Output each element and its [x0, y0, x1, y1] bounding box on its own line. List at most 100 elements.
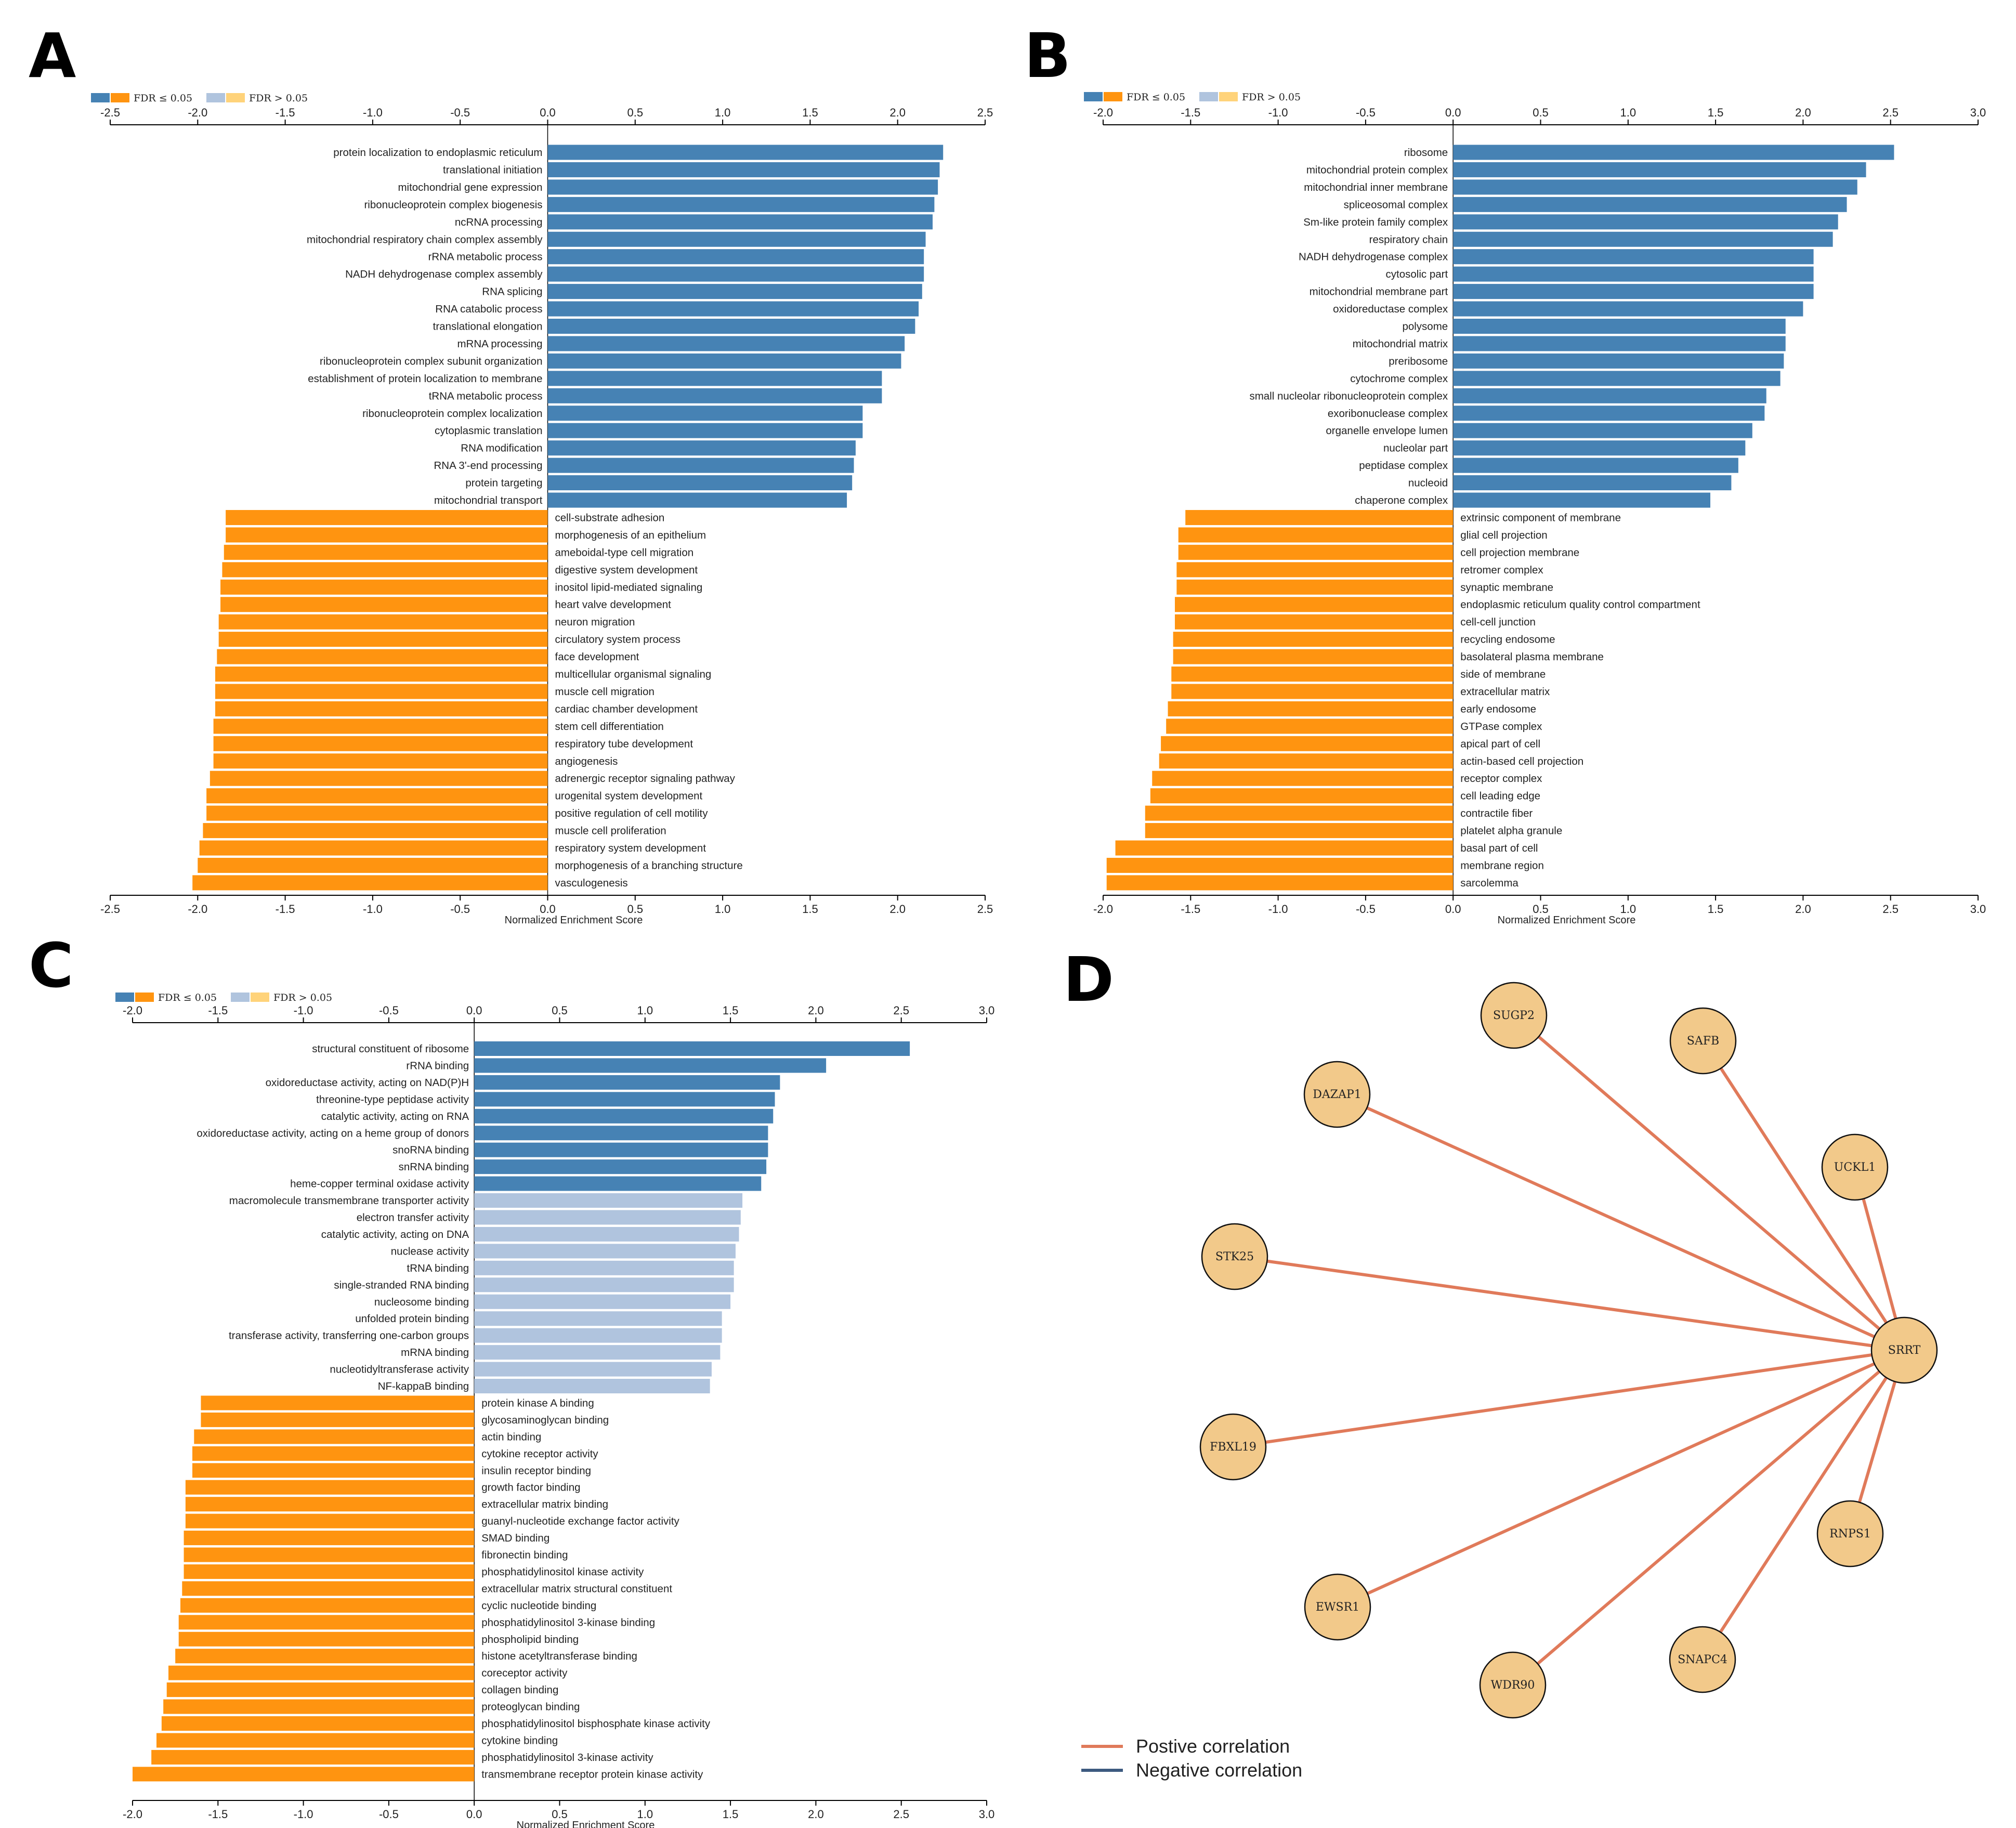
- term-label: ribonucleoprotein complex subunit organi…: [320, 355, 543, 367]
- legend-label-nonsig: FDR > 0.05: [1242, 92, 1301, 103]
- term-label: respiratory system development: [555, 842, 706, 854]
- correlation-edge: [1701, 1040, 1906, 1351]
- term-label: fibronectin binding: [481, 1549, 568, 1561]
- enrichment-bar: [226, 510, 548, 525]
- correlation-edge: [1701, 1349, 1906, 1661]
- enrichment-bar: [184, 1531, 475, 1546]
- term-label: protein kinase A binding: [481, 1397, 594, 1409]
- bottom-tick-label: -1.5: [208, 1808, 228, 1821]
- enrichment-bar: [547, 162, 940, 177]
- enrichment-bar: [547, 179, 938, 195]
- term-label: SMAD binding: [481, 1532, 549, 1544]
- bottom-tick-label: 2.5: [977, 903, 993, 916]
- gene-node-circle: [1199, 1413, 1267, 1481]
- term-label: platelet alpha granule: [1460, 825, 1562, 837]
- legend-swatch-up-sig: [115, 993, 134, 1002]
- enrichment-bar: [192, 1463, 475, 1478]
- gene-node-circle: [1669, 1626, 1736, 1693]
- enrichment-bar: [203, 823, 548, 839]
- top-tick-label: -2.0: [188, 106, 207, 119]
- term-label: cardiac chamber development: [555, 703, 698, 715]
- bottom-tick-label: -1.0: [294, 1808, 313, 1821]
- bottom-tick-label: 0.5: [627, 903, 644, 916]
- bottom-tick-label: 0.5: [552, 1808, 568, 1821]
- legend-swatch-down-nonsig: [226, 93, 245, 102]
- term-label: nucleosome binding: [374, 1296, 469, 1308]
- legend-label-sig: FDR ≤ 0.05: [1127, 92, 1185, 103]
- enrichment-bar: [547, 406, 863, 421]
- enrichment-bar: [213, 719, 548, 734]
- enrichment-bar: [474, 1092, 775, 1107]
- enrichment-bar: [547, 423, 863, 438]
- legend-swatch-up-nonsig: [231, 993, 250, 1002]
- panel-a-enrichment-chart: A FDR ≤ 0.05 FDR > 0.05 -2.5 -2.5 -2.0 -2.0 -1.…: [29, 20, 993, 926]
- gene-node-snapc4: SNAPC4: [1669, 1626, 1736, 1693]
- bottom-tick-label: -2.5: [100, 903, 120, 916]
- gene-node-label: WDR90: [1491, 1679, 1535, 1692]
- enrichment-bar: [474, 1379, 710, 1393]
- fdr-legend: FDR ≤ 0.05 FDR > 0.05: [1084, 92, 1301, 103]
- enrichment-bar: [1453, 440, 1746, 456]
- enrichment-bar: [547, 475, 853, 491]
- term-label: apical part of cell: [1460, 738, 1540, 750]
- enrichment-bar: [1150, 788, 1454, 804]
- enrichment-bar: [184, 1564, 475, 1579]
- enrichment-bar: [1453, 492, 1711, 508]
- term-label: retromer complex: [1460, 564, 1543, 576]
- term-label: extracellular matrix binding: [481, 1498, 608, 1510]
- enrichment-bar: [210, 771, 548, 786]
- panel-d-correlation-network: D SRRT SUGP2 SAFB DAZAP1 UCKL1 STK25 FBXL19 RNPS…: [1063, 944, 1938, 1781]
- enrichment-bar: [547, 266, 924, 282]
- enrichment-bar: [1453, 284, 1814, 299]
- gene-node-circle: [1821, 1133, 1889, 1201]
- legend-label-sig: FDR ≤ 0.05: [134, 93, 192, 104]
- term-label: RNA catabolic process: [435, 303, 542, 315]
- enrichment-bar: [215, 684, 548, 699]
- term-label: rRNA binding: [406, 1060, 469, 1072]
- legend-label-positive: Postive correlation: [1136, 1735, 1290, 1757]
- enrichment-bar: [474, 1277, 734, 1292]
- term-label: vasculogenesis: [555, 877, 628, 889]
- gene-node-circle: [1304, 1573, 1371, 1641]
- bottom-tick-label: -2.0: [188, 903, 207, 916]
- legend-swatch-up-nonsig: [1199, 92, 1218, 101]
- enrichment-bar: [201, 1412, 475, 1427]
- enrichment-bar: [206, 788, 548, 804]
- term-label: mRNA processing: [457, 338, 542, 350]
- top-tick-label: 0.0: [540, 106, 556, 119]
- term-label: ncRNA processing: [455, 216, 543, 228]
- enrichment-bar: [1173, 649, 1454, 664]
- term-label: histone acetyltransferase binding: [481, 1650, 637, 1662]
- term-label: muscle cell migration: [555, 686, 654, 698]
- panel-b-enrichment-chart: B FDR ≤ 0.05 FDR > 0.05 -2.0 -2.0 -1.5 -1.5 -1.…: [1024, 20, 1986, 926]
- term-label: circulatory system process: [555, 634, 681, 646]
- enrichment-bar: [175, 1649, 475, 1664]
- gene-node-srrt: SRRT: [1870, 1316, 1938, 1384]
- top-tick-label: 2.0: [889, 106, 906, 119]
- bottom-tick-label: 1.5: [723, 1808, 739, 1821]
- bottom-tick-label: -1.5: [276, 903, 295, 916]
- term-label: phosphatidylinositol 3-kinase binding: [481, 1616, 655, 1628]
- enrichment-bar: [185, 1480, 475, 1495]
- top-tick-label: -2.0: [123, 1004, 142, 1017]
- term-label: cell projection membrane: [1460, 546, 1579, 558]
- enrichment-bar: [163, 1699, 475, 1714]
- top-tick-label: -0.5: [379, 1004, 399, 1017]
- enrichment-bar: [184, 1547, 475, 1562]
- term-label: tRNA metabolic process: [429, 390, 543, 402]
- enrichment-bar: [192, 875, 548, 891]
- term-label: phospholipid binding: [481, 1634, 579, 1646]
- enrichment-bar: [1453, 214, 1838, 230]
- term-label: GTPase complex: [1460, 721, 1542, 733]
- bottom-tick-label: 1.0: [715, 903, 731, 916]
- gene-node-label: RNPS1: [1829, 1527, 1871, 1540]
- bottom-tick-label: -1.5: [1181, 903, 1200, 916]
- term-label: membrane region: [1460, 859, 1544, 871]
- gene-node-fbxl19: FBXL19: [1199, 1413, 1267, 1481]
- enrichment-bar: [547, 231, 926, 247]
- enrichment-bar: [226, 527, 548, 543]
- term-label: cyclic nucleotide binding: [481, 1600, 596, 1612]
- enrichment-bar: [1178, 544, 1454, 560]
- enrichment-bar: [166, 1682, 475, 1698]
